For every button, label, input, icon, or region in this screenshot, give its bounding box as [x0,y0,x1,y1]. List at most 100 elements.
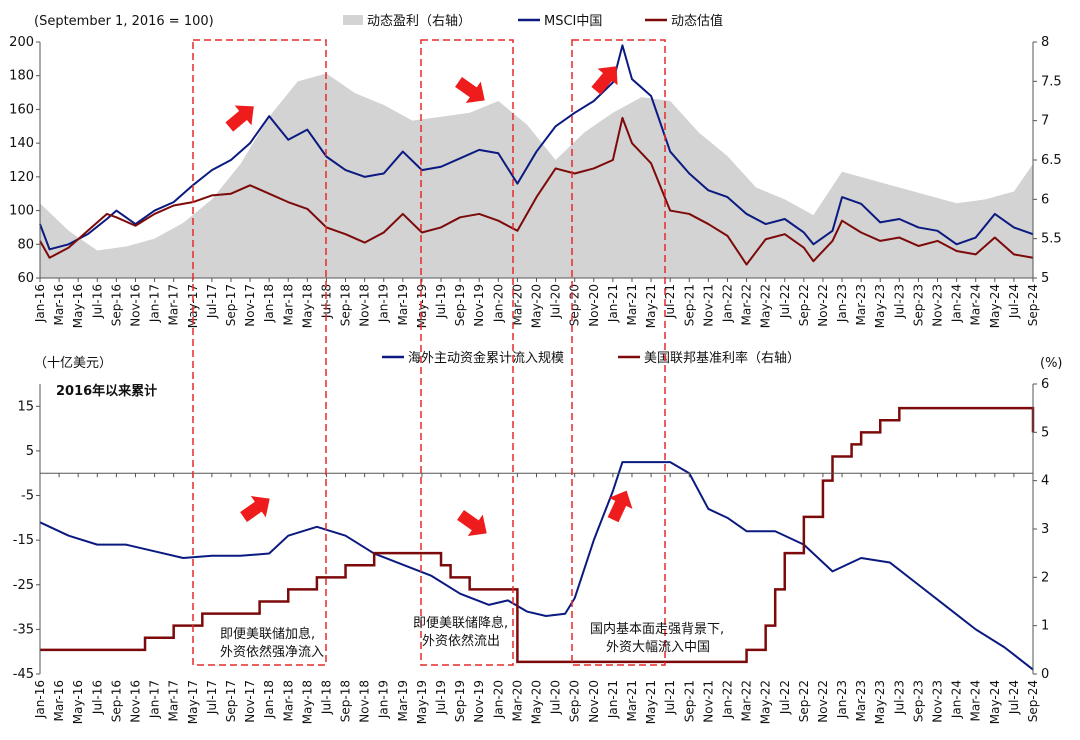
y2-tick-label: 0 [1041,667,1049,682]
y-tick-label: 5 [26,444,34,459]
y-tick-label: 100 [9,204,34,219]
foreign-flow-line [39,461,1034,671]
x-tick-label: Sep-24 [1026,680,1040,722]
x-tick-label: Nov-16 [128,680,142,723]
x-tick-label: Sep-21 [682,284,696,326]
y-tick-label: 60 [17,271,34,286]
x-tick-label: Mar-21 [625,284,639,325]
x-tick-label: Nov-22 [816,284,830,327]
x-tick-label: Nov-21 [701,284,715,327]
x-tick-label: Mar-22 [740,284,754,325]
x-tick-label: May-16 [71,284,85,328]
y2-tick-label: 1 [1041,619,1049,634]
arrow-down-right-icon [455,77,485,103]
x-tick-label: Jul-23 [892,284,906,319]
annotation-box1-line1: 即便美联储加息, [220,626,315,642]
x-tick-label: May-16 [71,680,85,724]
x-tick-label: May-20 [530,680,544,724]
x-tick-label: Jan-17 [148,680,162,719]
x-tick-label: Jul-24 [1007,680,1021,715]
y-tick-label: 140 [9,136,34,151]
x-tick-label: Nov-22 [816,680,830,723]
bottom-axes: -45 -35 -25 -15 -5 5 15 0 1 2 3 4 5 6 Jan-16 Mar-16 May-… [13,377,1050,724]
x-tick-label: Nov-17 [243,284,257,327]
x-tick-label: Jan-22 [720,284,734,323]
y-tick-label: 180 [9,69,34,84]
x-tick-label: Sep-21 [682,680,696,722]
bottom-y2-axis-unit: (%) [1040,356,1063,371]
y2-tick-label: 7 [1041,114,1049,129]
x-tick-label: Jul-16 [90,680,104,715]
legend-label-earnings: 动态盈利（右轴） [367,14,471,29]
x-tick-label: Jul-23 [892,680,906,715]
y2-tick-label: 5 [1041,271,1049,286]
bottom-chart-subtitle: 2016年以来累计 [56,383,157,399]
y-tick-label: -5 [21,489,34,504]
x-tick-label: Nov-16 [128,284,142,327]
y2-tick-label: 3 [1041,522,1049,537]
x-tick-label: Sep-19 [453,680,467,722]
x-tick-label: Jan-21 [606,680,620,719]
y2-tick-label: 8 [1041,35,1049,50]
x-tick-label: Mar-17 [167,284,181,325]
x-tick-label: May-24 [988,284,1002,328]
x-tick-label: Jan-22 [720,680,734,719]
y-tick-label: 120 [9,170,34,185]
x-tick-label: Jul-22 [778,680,792,715]
x-tick-label: Jan-19 [377,680,391,719]
y2-tick-label: 6.5 [1041,153,1062,168]
y2-tick-label: 7.5 [1041,74,1062,89]
x-tick-label: Sep-17 [224,680,238,722]
x-tick-label: Sep-22 [797,680,811,722]
earnings-area [40,73,1033,278]
annotation-box2-line2: 外资依然流出 [422,633,500,649]
x-tick-label: May-20 [530,284,544,328]
x-tick-label: May-22 [759,680,773,724]
valuation-line [39,116,1034,266]
arrow-up-right-icon [240,496,270,522]
highlight-box-inflow [571,39,666,666]
arrow-down-right-icon [457,510,487,536]
legend-label-flow: 海外主动资金累计流入规模 [408,350,564,366]
x-tick-label: May-22 [759,284,773,328]
x-tick-label: May-19 [415,284,429,328]
y-tick-label: 160 [9,102,34,117]
annotation-box3-line1: 国内基本面走强背景下, [590,621,724,637]
x-tick-label: Jan-23 [835,284,849,323]
highlight-box-rate-cut [420,39,514,666]
x-tick-label: Sep-24 [1026,284,1040,326]
x-tick-label: Mar-19 [396,284,410,325]
x-tick-label: Jan-16 [33,680,47,719]
legend-label-msci: MSCI中国 [544,14,602,29]
x-tick-label: May-24 [988,680,1002,724]
x-tick-label: Nov-19 [472,284,486,327]
y-tick-label: -15 [13,533,34,548]
x-tick-label: Jan-18 [262,284,276,323]
annotation-box3-line2: 外资大幅流入中国 [606,640,710,655]
x-tick-label: Sep-23 [911,680,925,722]
x-tick-label: Mar-23 [854,680,868,721]
y-tick-label: -45 [13,667,34,682]
x-tick-label: Sep-19 [453,284,467,326]
y-tick-label: 200 [9,35,34,50]
x-tick-label: Nov-23 [931,284,945,327]
legend-label-rate: 美国联邦基准利率（右轴） [644,350,800,366]
x-tick-label: Jul-20 [549,680,563,715]
bottom-line-series [39,406,1035,671]
top-chart-panel: (September 1, 2016 = 100) 动态盈利（右轴） MSCI中… [9,13,1062,328]
x-tick-label: Nov-18 [358,680,372,723]
top-legend: 动态盈利（右轴） MSCI中国 动态估值 [343,13,723,29]
x-tick-label: Jul-19 [434,680,448,715]
arrow-up-right-icon [591,66,618,95]
legend-swatch-earnings [343,15,363,25]
x-tick-label: May-23 [873,680,887,724]
trend-arrows [225,66,633,536]
x-tick-label: Nov-19 [472,680,486,723]
msci-china-line [39,44,1034,251]
x-tick-label: Sep-23 [911,284,925,326]
x-tick-label: Mar-16 [52,680,66,721]
x-tick-label: Sep-20 [568,284,582,326]
x-tick-label: May-21 [644,680,658,724]
arrow-up-right-icon [225,105,254,132]
